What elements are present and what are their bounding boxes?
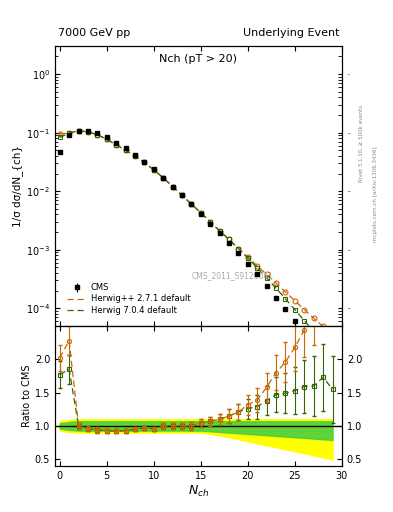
Herwig 7.0.4 default (123, 147, 128, 153)
Line: Herwig 7.0.4 default: Herwig 7.0.4 default (60, 131, 332, 353)
Herwig++ 2.7.1 default (227, 237, 231, 243)
X-axis label: $N_{ch}$: $N_{ch}$ (188, 483, 209, 499)
Line: Herwig++ 2.7.1 default: Herwig++ 2.7.1 default (60, 131, 332, 335)
Herwig 7.0.4 default (321, 339, 325, 346)
Herwig++ 2.7.1 default (208, 219, 213, 225)
Herwig++ 2.7.1 default (283, 289, 288, 295)
Y-axis label: Ratio to CMS: Ratio to CMS (22, 365, 32, 427)
Herwig 7.0.4 default (95, 132, 100, 138)
Herwig++ 2.7.1 default (292, 297, 297, 304)
Herwig++ 2.7.1 default (123, 147, 128, 153)
Herwig 7.0.4 default (264, 275, 269, 281)
Herwig 7.0.4 default (67, 130, 72, 136)
Herwig 7.0.4 default (236, 245, 241, 251)
Herwig 7.0.4 default (170, 183, 175, 189)
Text: 7000 GeV pp: 7000 GeV pp (58, 28, 130, 38)
Herwig++ 2.7.1 default (170, 183, 175, 189)
Herwig++ 2.7.1 default (246, 254, 250, 260)
Herwig 7.0.4 default (283, 296, 288, 302)
Herwig 7.0.4 default (180, 192, 184, 198)
Text: mcplots.cern.ch [arXiv:1306.3436]: mcplots.cern.ch [arXiv:1306.3436] (373, 147, 378, 242)
Herwig++ 2.7.1 default (189, 201, 194, 207)
Herwig++ 2.7.1 default (161, 175, 165, 181)
Herwig++ 2.7.1 default (236, 245, 241, 251)
Herwig++ 2.7.1 default (180, 192, 184, 198)
Herwig++ 2.7.1 default (321, 324, 325, 330)
Herwig++ 2.7.1 default (302, 307, 307, 313)
Herwig++ 2.7.1 default (311, 315, 316, 321)
Herwig 7.0.4 default (76, 127, 81, 134)
Legend: CMS, Herwig++ 2.7.1 default, Herwig 7.0.4 default: CMS, Herwig++ 2.7.1 default, Herwig 7.0.… (65, 282, 192, 316)
Herwig++ 2.7.1 default (255, 263, 260, 269)
Herwig 7.0.4 default (151, 167, 156, 173)
Herwig 7.0.4 default (114, 142, 119, 148)
Y-axis label: 1/σ dσ/dN_{ch}: 1/σ dσ/dN_{ch} (12, 145, 23, 227)
Herwig++ 2.7.1 default (86, 129, 90, 135)
Herwig 7.0.4 default (105, 136, 109, 142)
Herwig 7.0.4 default (227, 237, 231, 243)
Herwig++ 2.7.1 default (217, 228, 222, 234)
Herwig++ 2.7.1 default (151, 167, 156, 173)
Herwig++ 2.7.1 default (57, 131, 62, 137)
Herwig++ 2.7.1 default (105, 136, 109, 142)
Herwig 7.0.4 default (311, 329, 316, 335)
Herwig++ 2.7.1 default (95, 132, 100, 138)
Text: Underlying Event: Underlying Event (242, 28, 339, 38)
Herwig++ 2.7.1 default (198, 209, 203, 216)
Text: CMS_2011_S9120041: CMS_2011_S9120041 (192, 271, 274, 280)
Herwig 7.0.4 default (132, 153, 137, 159)
Herwig 7.0.4 default (142, 159, 147, 165)
Herwig 7.0.4 default (274, 285, 278, 291)
Herwig 7.0.4 default (198, 209, 203, 216)
Herwig 7.0.4 default (217, 228, 222, 234)
Herwig++ 2.7.1 default (67, 130, 72, 136)
Herwig 7.0.4 default (189, 201, 194, 207)
Herwig 7.0.4 default (246, 255, 250, 261)
Herwig 7.0.4 default (330, 350, 335, 356)
Herwig++ 2.7.1 default (264, 271, 269, 278)
Herwig++ 2.7.1 default (142, 159, 147, 165)
Herwig 7.0.4 default (57, 134, 62, 140)
Herwig 7.0.4 default (86, 129, 90, 135)
Herwig++ 2.7.1 default (330, 332, 335, 338)
Text: Nch (pT > 20): Nch (pT > 20) (160, 54, 237, 65)
Herwig 7.0.4 default (302, 317, 307, 324)
Herwig++ 2.7.1 default (132, 153, 137, 159)
Herwig++ 2.7.1 default (274, 280, 278, 286)
Herwig 7.0.4 default (208, 219, 213, 225)
Herwig 7.0.4 default (161, 175, 165, 181)
Herwig 7.0.4 default (255, 265, 260, 271)
Text: Rivet 3.1.10, ≥ 500k events: Rivet 3.1.10, ≥ 500k events (359, 105, 364, 182)
Herwig++ 2.7.1 default (114, 142, 119, 148)
Herwig++ 2.7.1 default (76, 127, 81, 134)
Herwig 7.0.4 default (292, 307, 297, 313)
